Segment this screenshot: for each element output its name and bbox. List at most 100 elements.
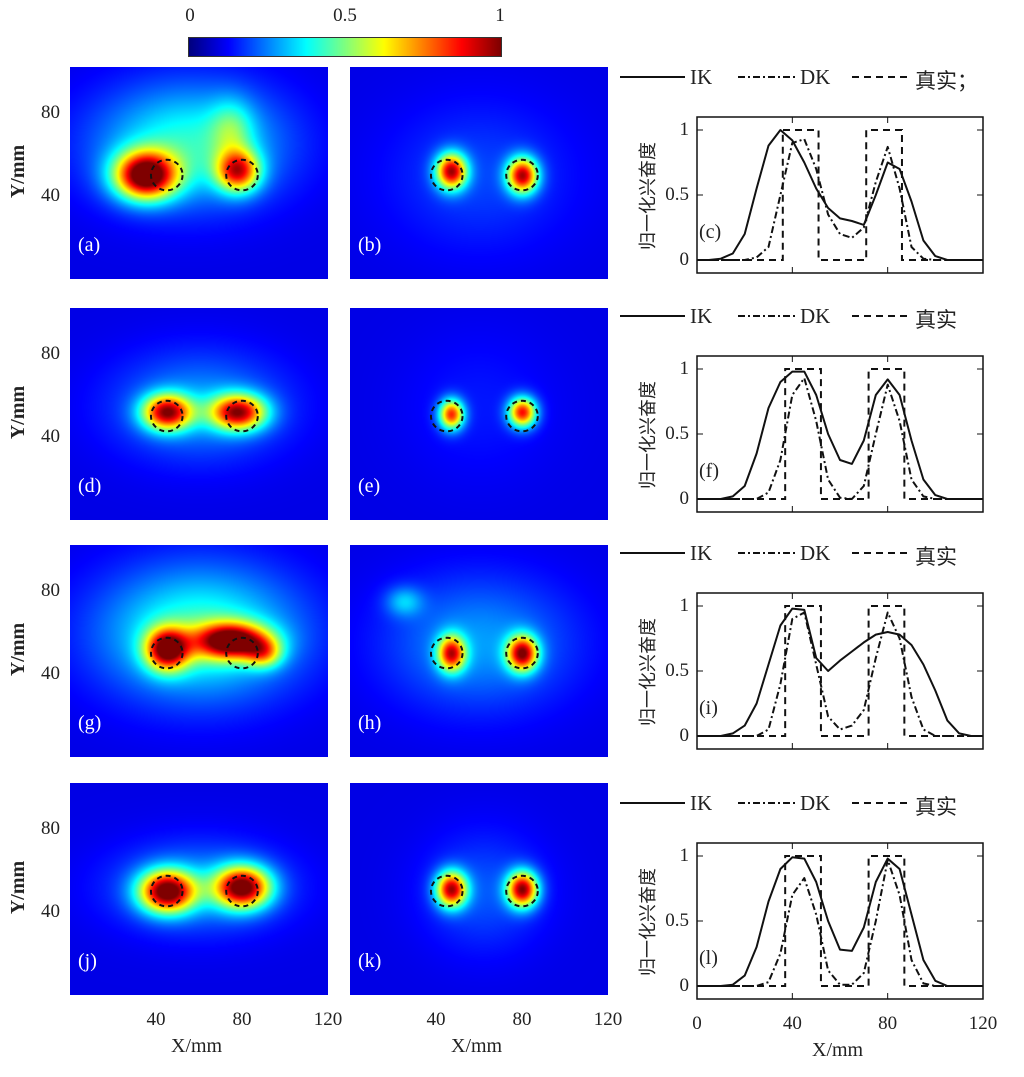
- y-tick-label: 0: [679, 975, 690, 996]
- heatmap-panel: [350, 308, 608, 520]
- legend-IK-label: IK: [690, 65, 713, 89]
- panel-label: (e): [358, 475, 381, 497]
- x-axis-label: X/mm: [171, 1035, 223, 1057]
- heatmap-panel: [70, 67, 328, 279]
- series-true: [697, 855, 983, 987]
- y-axis-label: Y/mm: [7, 860, 30, 915]
- target-circle: [505, 636, 539, 670]
- y-tick-label: 40: [41, 662, 60, 684]
- target-circle: [149, 874, 184, 908]
- series-DK: [697, 611, 983, 737]
- target-circles: [429, 158, 539, 192]
- series-true: [697, 368, 983, 500]
- y-tick-label: 80: [41, 817, 60, 839]
- legend-IK-label: IK: [690, 791, 713, 815]
- series-DK: [697, 138, 983, 261]
- y-tick-label: 1: [679, 358, 690, 379]
- legend-DK-label: DK: [800, 304, 831, 328]
- target-circle: [225, 399, 259, 433]
- legend-lines: [620, 76, 908, 78]
- y-axis-label: 归一化兴奋度: [638, 142, 658, 250]
- target-circle: [149, 636, 184, 670]
- target-circle: [429, 636, 464, 670]
- colorbar-tick: 0: [185, 5, 195, 26]
- x-tick-label: 40: [426, 1009, 446, 1030]
- heatmap-panel: [70, 783, 328, 995]
- colorbar-tick: 0.5: [333, 5, 357, 26]
- x-tick-label: 40: [782, 1013, 802, 1034]
- target-circle: [225, 636, 259, 670]
- plot-frame: [696, 842, 984, 1000]
- profile-plot: [696, 355, 984, 513]
- target-circles: [429, 874, 539, 908]
- target-circles: [149, 874, 259, 908]
- target-circle: [149, 158, 184, 192]
- y-tick-label: 1: [679, 119, 690, 140]
- legend-DK-label: DK: [800, 541, 831, 565]
- target-circle: [429, 874, 464, 908]
- y-axis-label: Y/mm: [7, 144, 30, 199]
- y-tick-label: 0: [679, 725, 690, 746]
- y-tick-label: 1: [679, 845, 690, 866]
- heatmap-panel: [70, 545, 328, 757]
- plot-frame: [696, 592, 984, 750]
- x-axis-label: X/mm: [451, 1035, 503, 1057]
- x-tick-label: 0: [692, 1013, 702, 1034]
- x-tick-label: 80: [512, 1009, 532, 1030]
- series-true: [697, 129, 983, 261]
- target-circle: [225, 874, 259, 908]
- legend-DK-label: DK: [800, 65, 831, 89]
- target-circles: [149, 158, 259, 192]
- target-circle: [505, 874, 539, 908]
- x-axis-label: X/mm: [812, 1039, 864, 1061]
- y-tick-label: 40: [41, 900, 60, 922]
- target-circle: [505, 158, 539, 192]
- y-tick-label: 80: [41, 101, 60, 123]
- series-IK: [697, 607, 983, 737]
- legend-lines: [620, 802, 908, 804]
- target-circle: [149, 399, 184, 433]
- series-DK: [697, 858, 983, 987]
- y-tick-label: 40: [41, 184, 60, 206]
- heatmap-panel: [350, 545, 608, 757]
- legend-IK-label: IK: [690, 304, 713, 328]
- y-tick-label: 80: [41, 579, 60, 601]
- target-circle: [225, 158, 259, 192]
- panel-label: (d): [78, 475, 102, 497]
- y-axis-label: Y/mm: [7, 622, 30, 677]
- panel-label: (b): [358, 234, 382, 256]
- panel-label: (k): [358, 950, 382, 972]
- profile-plot: [696, 116, 984, 274]
- y-tick-label: 0.5: [665, 184, 689, 205]
- x-tick-label: 80: [878, 1013, 898, 1034]
- y-tick-label: 0: [679, 488, 690, 509]
- series-IK: [697, 856, 983, 987]
- panel-label: (c): [699, 221, 722, 243]
- target-circles: [429, 399, 539, 433]
- y-tick-label: 80: [41, 342, 60, 364]
- target-circles: [149, 636, 259, 670]
- x-tick-label: 120: [968, 1013, 998, 1034]
- y-axis-label: 归一化兴奋度: [638, 618, 658, 726]
- plot-frame: [696, 355, 984, 513]
- target-circles: [149, 399, 259, 433]
- series-IK: [697, 129, 983, 261]
- heatmap-panel: [350, 67, 608, 279]
- target-circle: [429, 399, 464, 433]
- target-circle: [429, 158, 464, 192]
- y-tick-label: 0.5: [665, 910, 689, 931]
- colorbar: [188, 37, 502, 57]
- legend-lines: [620, 315, 908, 317]
- legend-true-label: 真实: [915, 308, 957, 332]
- y-tick-label: 0.5: [665, 423, 689, 444]
- panel-label: (j): [78, 950, 97, 972]
- legend-true-label: 真实: [915, 795, 957, 819]
- x-tick-label: 80: [232, 1009, 252, 1030]
- colorbar-tick: 1: [495, 5, 505, 26]
- heatmap-panel: [350, 783, 608, 995]
- panel-label: (a): [78, 234, 101, 256]
- y-tick-label: 40: [41, 425, 60, 447]
- y-axis-label: 归一化兴奋度: [638, 381, 658, 489]
- target-circle: [505, 399, 539, 433]
- panel-label: (f): [699, 460, 719, 482]
